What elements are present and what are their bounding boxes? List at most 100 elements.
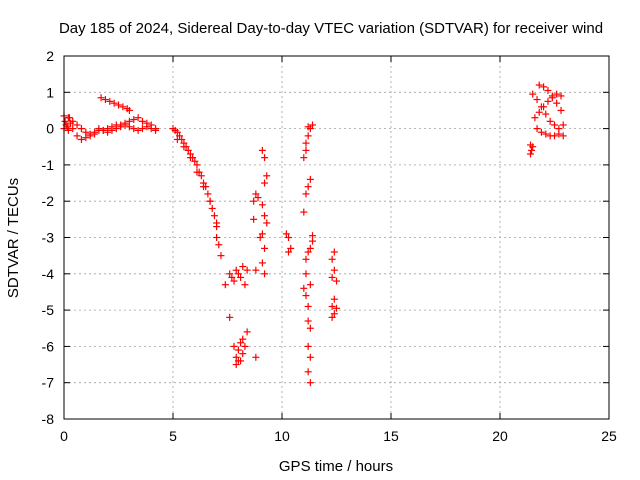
data-point xyxy=(237,357,245,365)
data-point xyxy=(300,284,308,292)
data-point xyxy=(186,154,194,162)
data-point xyxy=(529,90,537,98)
data-point xyxy=(138,117,146,125)
data-point xyxy=(243,328,251,336)
x-tick-label: 0 xyxy=(60,428,68,444)
points-layer xyxy=(60,81,567,387)
data-point xyxy=(184,146,192,154)
data-point xyxy=(540,103,548,111)
data-point xyxy=(263,172,271,180)
data-point xyxy=(328,255,336,263)
data-point xyxy=(252,266,260,274)
data-point xyxy=(306,175,314,183)
data-point xyxy=(542,130,550,138)
x-tick-label: 25 xyxy=(601,428,617,444)
data-point xyxy=(230,277,238,285)
data-point xyxy=(309,232,317,240)
y-axis-label: SDTVAR / TECUs xyxy=(5,178,22,298)
data-point xyxy=(237,339,245,347)
x-tick-label: 20 xyxy=(492,428,508,444)
data-point xyxy=(176,132,184,140)
data-point xyxy=(261,179,269,187)
data-point xyxy=(237,273,245,281)
data-point xyxy=(101,96,109,104)
data-point xyxy=(551,121,558,129)
data-point xyxy=(193,161,201,169)
data-point xyxy=(544,97,552,105)
data-point xyxy=(143,123,151,131)
data-point xyxy=(261,212,269,220)
data-point xyxy=(287,244,295,252)
data-point xyxy=(333,304,340,312)
data-point xyxy=(306,244,314,252)
data-point xyxy=(306,379,314,387)
data-point xyxy=(230,342,238,350)
y-tick-label: 0 xyxy=(46,121,54,137)
data-point xyxy=(258,230,266,238)
data-point xyxy=(540,83,548,91)
data-point xyxy=(134,126,142,134)
y-tick-label: -3 xyxy=(42,230,55,246)
data-point xyxy=(304,132,312,140)
data-point xyxy=(304,302,312,310)
data-point xyxy=(302,139,310,147)
data-point xyxy=(104,128,112,136)
data-point xyxy=(258,146,266,154)
data-point xyxy=(63,123,71,131)
data-point xyxy=(213,234,221,241)
data-point xyxy=(557,106,565,114)
data-point xyxy=(77,135,85,143)
data-point xyxy=(243,266,251,274)
data-point xyxy=(261,244,269,252)
y-tick-label: -1 xyxy=(42,157,55,173)
plot-frame xyxy=(63,55,610,420)
data-point xyxy=(551,132,558,140)
data-point xyxy=(302,270,310,278)
data-point xyxy=(258,201,266,209)
data-point xyxy=(180,143,188,151)
x-tick-label: 5 xyxy=(169,428,177,444)
data-point xyxy=(306,281,314,289)
x-axis-label: GPS time / hours xyxy=(279,458,393,475)
data-point xyxy=(250,215,258,223)
data-point xyxy=(226,270,234,278)
data-point xyxy=(302,255,310,263)
data-point xyxy=(99,126,107,134)
data-point xyxy=(171,126,179,134)
data-point xyxy=(261,154,269,162)
data-point xyxy=(67,119,75,127)
data-point xyxy=(304,368,312,376)
data-point xyxy=(535,81,543,89)
data-point xyxy=(152,126,160,134)
data-point xyxy=(65,114,73,122)
data-point xyxy=(304,123,312,131)
data-point xyxy=(217,252,225,260)
data-point xyxy=(328,313,336,321)
chart-title: Day 185 of 2024, Sidereal Day-to-day VTE… xyxy=(59,20,603,37)
data-point xyxy=(306,353,314,361)
y-tick-label: 1 xyxy=(46,84,54,100)
data-point xyxy=(117,123,125,131)
data-point xyxy=(108,126,116,134)
data-point xyxy=(138,125,146,133)
data-point xyxy=(130,125,138,133)
data-point xyxy=(241,342,249,350)
data-point xyxy=(239,263,247,271)
data-point xyxy=(112,125,120,133)
data-point xyxy=(537,128,545,136)
data-point xyxy=(121,121,129,129)
data-point xyxy=(91,130,99,138)
data-point xyxy=(119,103,127,111)
data-point xyxy=(64,126,72,134)
data-point xyxy=(553,99,561,107)
data-point xyxy=(147,125,155,133)
y-tick-label: -5 xyxy=(42,302,55,318)
data-point xyxy=(234,346,242,354)
data-point xyxy=(535,108,543,116)
data-point xyxy=(263,219,271,227)
data-point xyxy=(200,183,208,191)
data-point xyxy=(193,168,201,176)
data-point xyxy=(300,154,308,162)
data-point xyxy=(533,96,541,104)
